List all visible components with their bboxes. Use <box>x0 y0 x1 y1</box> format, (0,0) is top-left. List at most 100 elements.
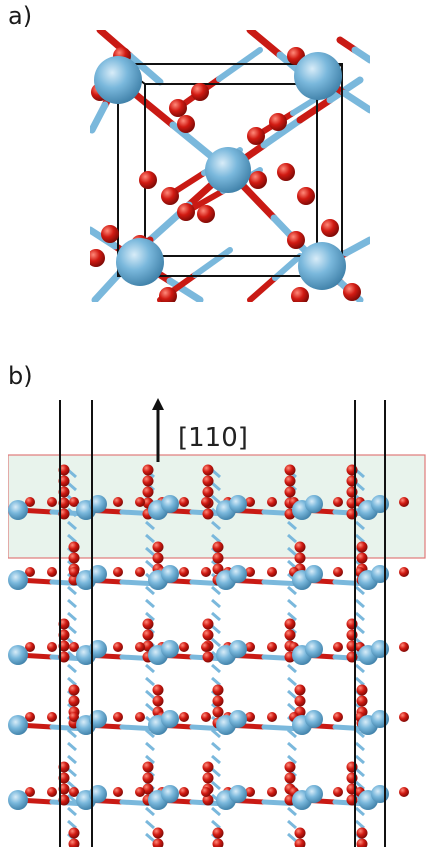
oxygen-atom <box>287 231 305 249</box>
oxygen-atom <box>267 567 277 577</box>
bond <box>340 89 370 114</box>
metal-atom <box>89 785 107 803</box>
metal-atom <box>229 565 247 583</box>
oxygen-atom <box>245 642 255 652</box>
oxygen-atom <box>68 684 80 696</box>
bond <box>67 533 77 544</box>
bond <box>287 806 297 817</box>
oxygen-atom <box>245 567 255 577</box>
oxygen-atom <box>294 552 306 564</box>
bond <box>67 520 77 531</box>
oxygen-atom <box>135 567 145 577</box>
metal-atom <box>89 495 107 513</box>
oxygen-atom <box>245 497 255 507</box>
bond <box>211 780 221 791</box>
oxygen-atom <box>58 508 70 520</box>
oxygen-atom <box>212 684 224 696</box>
oxygen-atom <box>152 552 164 564</box>
oxygen-atom <box>25 642 35 652</box>
oxygen-atom <box>58 640 70 652</box>
bond <box>67 819 77 830</box>
oxygen-atom <box>201 567 211 577</box>
bond <box>355 741 365 752</box>
oxygen-atom <box>202 464 214 476</box>
bond <box>90 101 109 134</box>
oxygen-atom <box>152 541 164 553</box>
bond <box>211 728 221 739</box>
oxygen-atom <box>169 99 187 117</box>
oxygen-atom <box>284 629 296 641</box>
bond <box>287 546 297 557</box>
bond <box>145 598 155 609</box>
bond <box>211 585 221 596</box>
oxygen-atom <box>297 187 315 205</box>
oxygen-atom <box>356 838 368 847</box>
metal-atom <box>298 242 346 290</box>
bond <box>145 559 155 570</box>
oxygen-atom <box>58 497 70 509</box>
oxygen-atom <box>25 567 35 577</box>
metal-atom <box>229 640 247 658</box>
bond <box>355 481 365 492</box>
oxygen-atom <box>25 497 35 507</box>
oxygen-atom <box>25 787 35 797</box>
oxygen-atom <box>113 567 123 577</box>
oxygen-atom <box>47 567 57 577</box>
oxygen-atom <box>399 712 409 722</box>
bond <box>211 533 221 544</box>
bond <box>166 277 204 302</box>
bond <box>355 754 365 765</box>
oxygen-atom <box>399 497 409 507</box>
bond <box>351 46 370 64</box>
bond <box>211 481 221 492</box>
oxygen-atom <box>25 712 35 722</box>
bond <box>126 52 164 86</box>
bond <box>145 663 155 674</box>
bond <box>211 819 221 830</box>
metal-atom <box>161 785 179 803</box>
bond <box>145 832 155 843</box>
oxygen-atom <box>47 642 57 652</box>
oxygen-atom <box>68 552 80 564</box>
metal-atom <box>161 495 179 513</box>
bond <box>287 520 297 531</box>
bond <box>260 116 304 149</box>
oxygen-atom <box>202 772 214 784</box>
oxygen-atom <box>113 787 123 797</box>
bond <box>342 236 370 257</box>
bond <box>145 546 155 557</box>
bond <box>192 247 233 278</box>
bond <box>145 533 155 544</box>
oxygen-atom <box>68 838 80 847</box>
bond <box>67 806 77 817</box>
panel-b-structure <box>8 400 426 847</box>
bond <box>355 585 365 596</box>
oxygen-atom <box>142 486 154 498</box>
oxygen-atom <box>212 541 224 553</box>
bond <box>145 689 155 700</box>
oxygen-atom <box>47 787 57 797</box>
direction-label: [110] <box>178 423 248 453</box>
oxygen-atom <box>267 712 277 722</box>
bond <box>287 832 297 843</box>
oxygen-atom <box>68 541 80 553</box>
oxygen-atom <box>267 497 277 507</box>
bond <box>67 624 77 635</box>
oxygen-atom <box>284 618 296 630</box>
oxygen-atom <box>284 761 296 773</box>
oxygen-atom <box>113 497 123 507</box>
oxygen-atom <box>90 249 105 267</box>
oxygen-atom <box>294 684 306 696</box>
bond <box>287 754 297 765</box>
oxygen-atom <box>321 219 339 237</box>
bond <box>287 533 297 544</box>
bond <box>211 663 221 674</box>
oxygen-atom <box>267 642 277 652</box>
bond <box>287 585 297 596</box>
oxygen-atom <box>247 127 265 145</box>
oxygen-atom <box>269 113 287 131</box>
metal-atom <box>8 715 28 735</box>
bond <box>145 585 155 596</box>
oxygen-atom <box>68 695 80 707</box>
